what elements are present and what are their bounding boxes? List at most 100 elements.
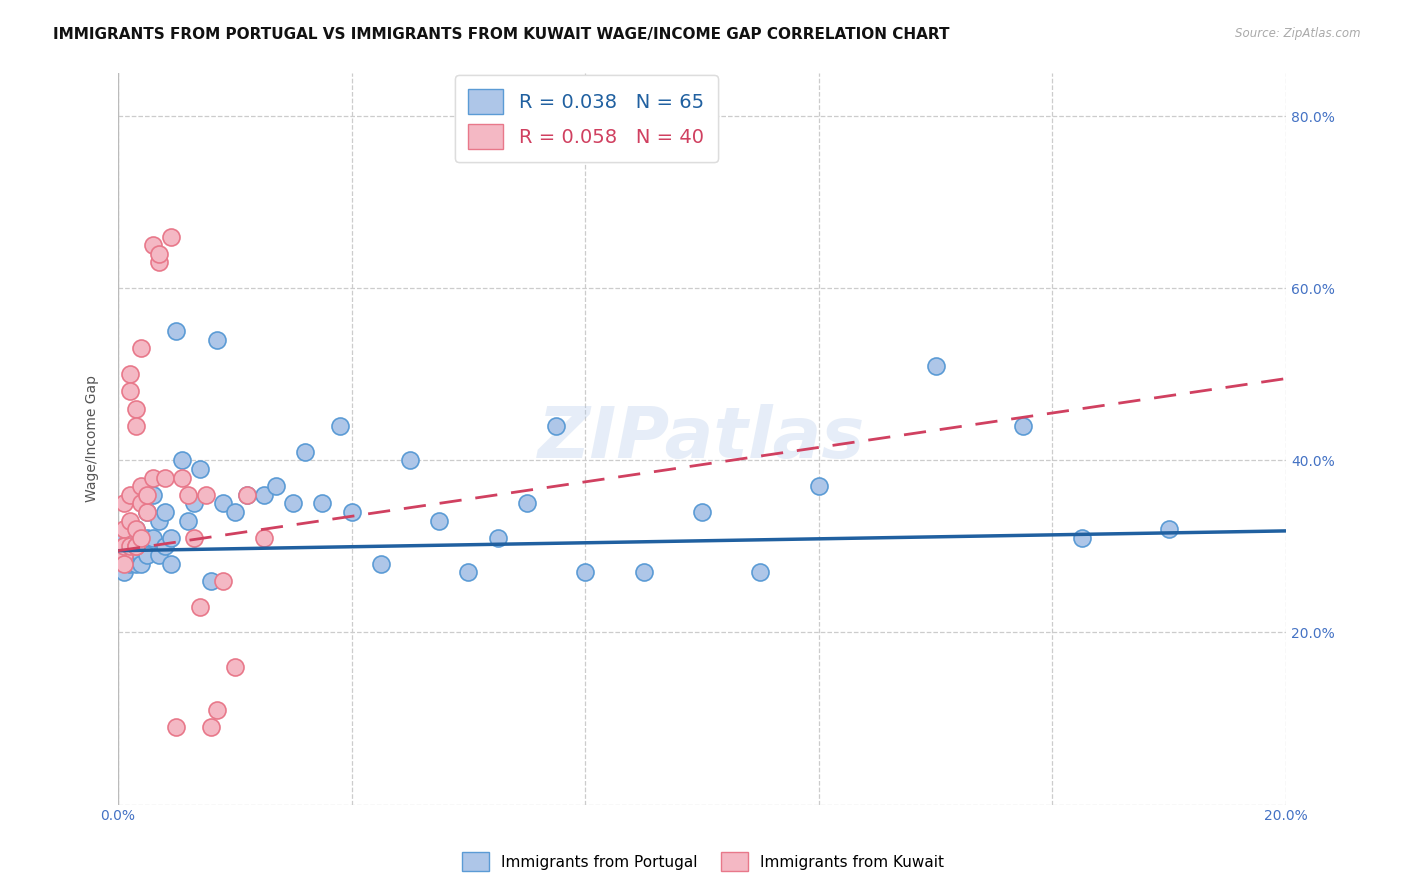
Point <box>172 470 194 484</box>
Point <box>124 540 146 554</box>
Point <box>131 342 153 356</box>
Point <box>212 574 235 588</box>
Point <box>207 333 229 347</box>
Point <box>264 479 287 493</box>
Point <box>124 401 146 416</box>
Point <box>188 599 211 614</box>
Point <box>124 418 146 433</box>
Point <box>136 488 159 502</box>
Text: ZIPatlas: ZIPatlas <box>538 404 866 474</box>
Point <box>112 522 135 536</box>
Point <box>131 548 153 562</box>
Point <box>124 522 146 536</box>
Point <box>112 557 135 571</box>
Point <box>159 229 181 244</box>
Point <box>118 531 141 545</box>
Point <box>807 479 830 493</box>
Point <box>200 720 222 734</box>
Point <box>112 548 135 562</box>
Point <box>131 557 153 571</box>
Point <box>124 557 146 571</box>
Point <box>253 488 276 502</box>
Point <box>131 531 153 545</box>
Point <box>153 505 176 519</box>
Point <box>131 540 153 554</box>
Point <box>486 531 509 545</box>
Point <box>165 720 187 734</box>
Text: IMMIGRANTS FROM PORTUGAL VS IMMIGRANTS FROM KUWAIT WAGE/INCOME GAP CORRELATION C: IMMIGRANTS FROM PORTUGAL VS IMMIGRANTS F… <box>53 27 950 42</box>
Point <box>574 565 596 579</box>
Point <box>253 531 276 545</box>
Point <box>112 565 135 579</box>
Point <box>283 496 305 510</box>
Point <box>457 565 479 579</box>
Point <box>112 540 135 554</box>
Point <box>153 540 176 554</box>
Point <box>212 496 235 510</box>
Point <box>112 557 135 571</box>
Point <box>207 703 229 717</box>
Point <box>188 462 211 476</box>
Point <box>124 540 146 554</box>
Point <box>544 418 567 433</box>
Point <box>516 496 538 510</box>
Point <box>131 496 153 510</box>
Point <box>329 418 352 433</box>
Point <box>183 496 205 510</box>
Point <box>159 557 181 571</box>
Point <box>118 514 141 528</box>
Point <box>118 540 141 554</box>
Point <box>427 514 450 528</box>
Point <box>311 496 333 510</box>
Point <box>1159 522 1181 536</box>
Point <box>153 470 176 484</box>
Point <box>131 531 153 545</box>
Point <box>148 255 170 269</box>
Point <box>172 453 194 467</box>
Text: Source: ZipAtlas.com: Source: ZipAtlas.com <box>1236 27 1361 40</box>
Point <box>148 548 170 562</box>
Point <box>194 488 217 502</box>
Point <box>112 531 135 545</box>
Point <box>124 531 146 545</box>
Point <box>124 522 146 536</box>
Point <box>235 488 257 502</box>
Point <box>124 540 146 554</box>
Point <box>131 479 153 493</box>
Y-axis label: Wage/Income Gap: Wage/Income Gap <box>86 376 100 502</box>
Point <box>142 488 165 502</box>
Point <box>124 531 146 545</box>
Point <box>136 505 159 519</box>
Point <box>118 384 141 399</box>
Point <box>177 514 200 528</box>
Point <box>118 488 141 502</box>
Point <box>118 548 141 562</box>
Point <box>165 324 187 338</box>
Point <box>118 557 141 571</box>
Point <box>118 522 141 536</box>
Point <box>136 531 159 545</box>
Point <box>690 505 713 519</box>
Point <box>1070 531 1092 545</box>
Point <box>924 359 946 373</box>
Legend: R = 0.038   N = 65, R = 0.058   N = 40: R = 0.038 N = 65, R = 0.058 N = 40 <box>454 76 717 162</box>
Point <box>142 238 165 252</box>
Point <box>124 548 146 562</box>
Point <box>224 505 246 519</box>
Point <box>159 531 181 545</box>
Point <box>118 540 141 554</box>
Point <box>118 368 141 382</box>
Point <box>118 540 141 554</box>
Point <box>148 246 170 260</box>
Point <box>370 557 392 571</box>
Point <box>340 505 363 519</box>
Point <box>399 453 422 467</box>
Point <box>183 531 205 545</box>
Point <box>112 540 135 554</box>
Point <box>112 540 135 554</box>
Legend: Immigrants from Portugal, Immigrants from Kuwait: Immigrants from Portugal, Immigrants fro… <box>456 847 950 877</box>
Point <box>294 444 316 458</box>
Point <box>112 548 135 562</box>
Point <box>224 660 246 674</box>
Point <box>177 488 200 502</box>
